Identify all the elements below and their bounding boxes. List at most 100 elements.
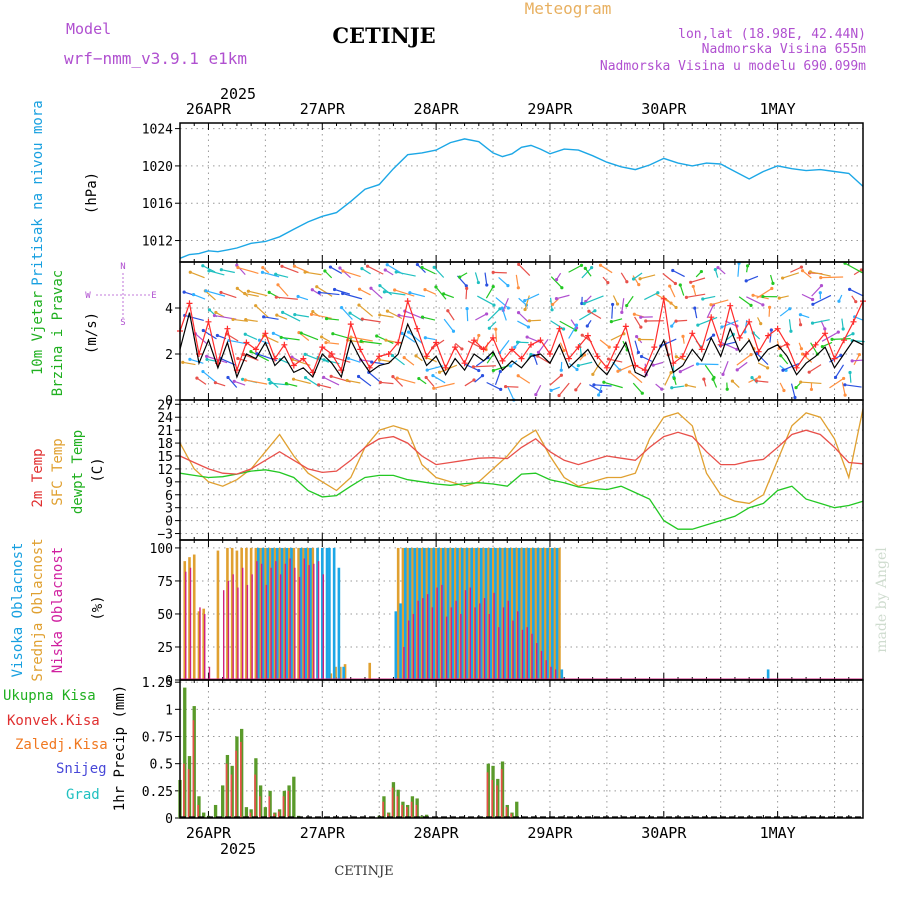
wind-arrow xyxy=(844,262,863,274)
high-cloud-bar xyxy=(475,547,478,680)
low-cloud-bar xyxy=(431,607,434,680)
low-cloud-bar xyxy=(284,563,287,680)
wind-arrow-head xyxy=(509,364,513,368)
wind-arrow xyxy=(672,269,685,278)
wind-arrow-head xyxy=(529,352,533,357)
wind-arrow-head xyxy=(464,284,468,288)
wind-arrow-head xyxy=(243,332,247,336)
low-cloud-label: Niska Oblacnost xyxy=(50,547,66,673)
wind-arrow xyxy=(379,359,392,363)
low-cloud-bar xyxy=(540,650,543,680)
low-cloud-bar xyxy=(479,603,481,680)
wind-gust-marker xyxy=(812,341,819,348)
wind-arrow-head xyxy=(606,357,611,361)
wind-gust-marker xyxy=(224,325,231,332)
low-cloud-bar xyxy=(185,571,187,680)
wind-arrow xyxy=(262,271,280,278)
wind-arrow-head xyxy=(393,288,397,292)
high-cloud-bar xyxy=(422,547,426,680)
mid-cloud-bar xyxy=(491,547,495,680)
wind-arrow-head xyxy=(213,381,218,385)
low-cloud-bar xyxy=(436,587,438,680)
wind-arrow xyxy=(841,382,846,396)
pressure-unit-label: (hPa) xyxy=(84,172,100,214)
wind-gust-marker xyxy=(319,344,326,351)
wind-arrow xyxy=(584,268,592,277)
wind-arrow xyxy=(421,266,436,275)
wind-gust-marker xyxy=(784,341,791,348)
wind-arrow-head xyxy=(807,370,811,374)
wind-arrow xyxy=(276,314,288,320)
compass-e: E xyxy=(151,291,156,301)
wind-arrow xyxy=(220,291,237,299)
wind-arrow-head xyxy=(810,321,815,325)
wind-arrow xyxy=(622,340,628,351)
wind-arrow-head xyxy=(771,281,775,285)
temp2m-label: 2m Temp xyxy=(30,448,46,507)
model-name: wrf−nmm_v3.9.1 e1km xyxy=(64,49,247,68)
wind-arrow-head xyxy=(271,331,275,335)
wind-arrow xyxy=(248,290,268,297)
high-cloud-bar xyxy=(484,547,488,680)
wind-arrow xyxy=(367,265,384,275)
wind-gust-marker xyxy=(328,351,335,357)
wind-arrow xyxy=(202,371,217,383)
wind-arrow-head xyxy=(465,286,469,290)
wind-arrow-head xyxy=(383,268,387,272)
wind-gust-marker xyxy=(509,346,516,353)
wind-arrow xyxy=(550,320,564,330)
wind-arrow-head xyxy=(585,324,589,328)
wind-arrow xyxy=(634,340,639,353)
wind-arrow-head xyxy=(616,369,620,373)
mid-cloud-bar xyxy=(553,547,557,680)
dewpt-label: dewpt Temp xyxy=(70,430,86,514)
wind-arrow-head xyxy=(317,290,321,295)
wind-gust-marker xyxy=(793,364,800,371)
wind-arrow-head xyxy=(384,338,388,342)
wind-arrow xyxy=(397,377,416,384)
wind-arrow-head xyxy=(721,372,725,376)
mid-cloud-bar xyxy=(529,547,533,680)
wind-arrow-head xyxy=(378,313,382,317)
wind-compass-icon: N W E S xyxy=(85,262,156,328)
wind-arrow xyxy=(319,291,340,296)
wind-arrow-head xyxy=(204,289,208,293)
mid-cloud-bar xyxy=(477,547,481,680)
wind-arrow-head xyxy=(243,378,247,382)
wind-arrow xyxy=(236,287,249,297)
wind-arrow-head xyxy=(625,303,629,308)
wind-arrow-head xyxy=(670,386,674,390)
wind-arrow-head xyxy=(268,381,272,385)
wind-arrow xyxy=(822,341,833,348)
total-precip-bar xyxy=(263,807,268,818)
wind-arrow-head xyxy=(188,270,192,274)
mid-cloud-bar xyxy=(425,547,428,680)
high-cloud-bar xyxy=(316,547,319,680)
top-day-label: 28APR xyxy=(414,100,460,118)
wind-arrow-head xyxy=(236,356,240,361)
wind-arrow-head xyxy=(378,380,383,384)
wind-arrow-head xyxy=(491,270,495,274)
wind-arrow xyxy=(447,310,455,321)
high-cloud-bar xyxy=(494,547,497,680)
wind-arrow-head xyxy=(819,284,824,288)
high-cloud-bar xyxy=(413,547,417,680)
wind-arrow-head xyxy=(407,330,411,334)
low-cloud-bar xyxy=(313,563,315,680)
wind-gust-marker xyxy=(575,344,582,351)
wind-unit-label: (m/s) xyxy=(84,312,100,354)
pressure-ytick-label: 1024 xyxy=(142,123,173,138)
mid-cloud-bar xyxy=(278,547,281,680)
total-precip-bar xyxy=(249,809,253,818)
wind-arrow xyxy=(853,354,860,366)
wind-arrow xyxy=(349,312,364,322)
wind-arrow-head xyxy=(749,353,753,357)
mid-cloud-bar xyxy=(329,673,333,680)
wind-gust-marker xyxy=(822,330,829,337)
wind-arrow xyxy=(690,277,706,283)
wind-speed-line xyxy=(179,312,864,379)
wind-arrow xyxy=(245,333,258,341)
mid-cloud-bar xyxy=(444,547,447,680)
bottom-day-label: 28APR xyxy=(414,824,460,842)
